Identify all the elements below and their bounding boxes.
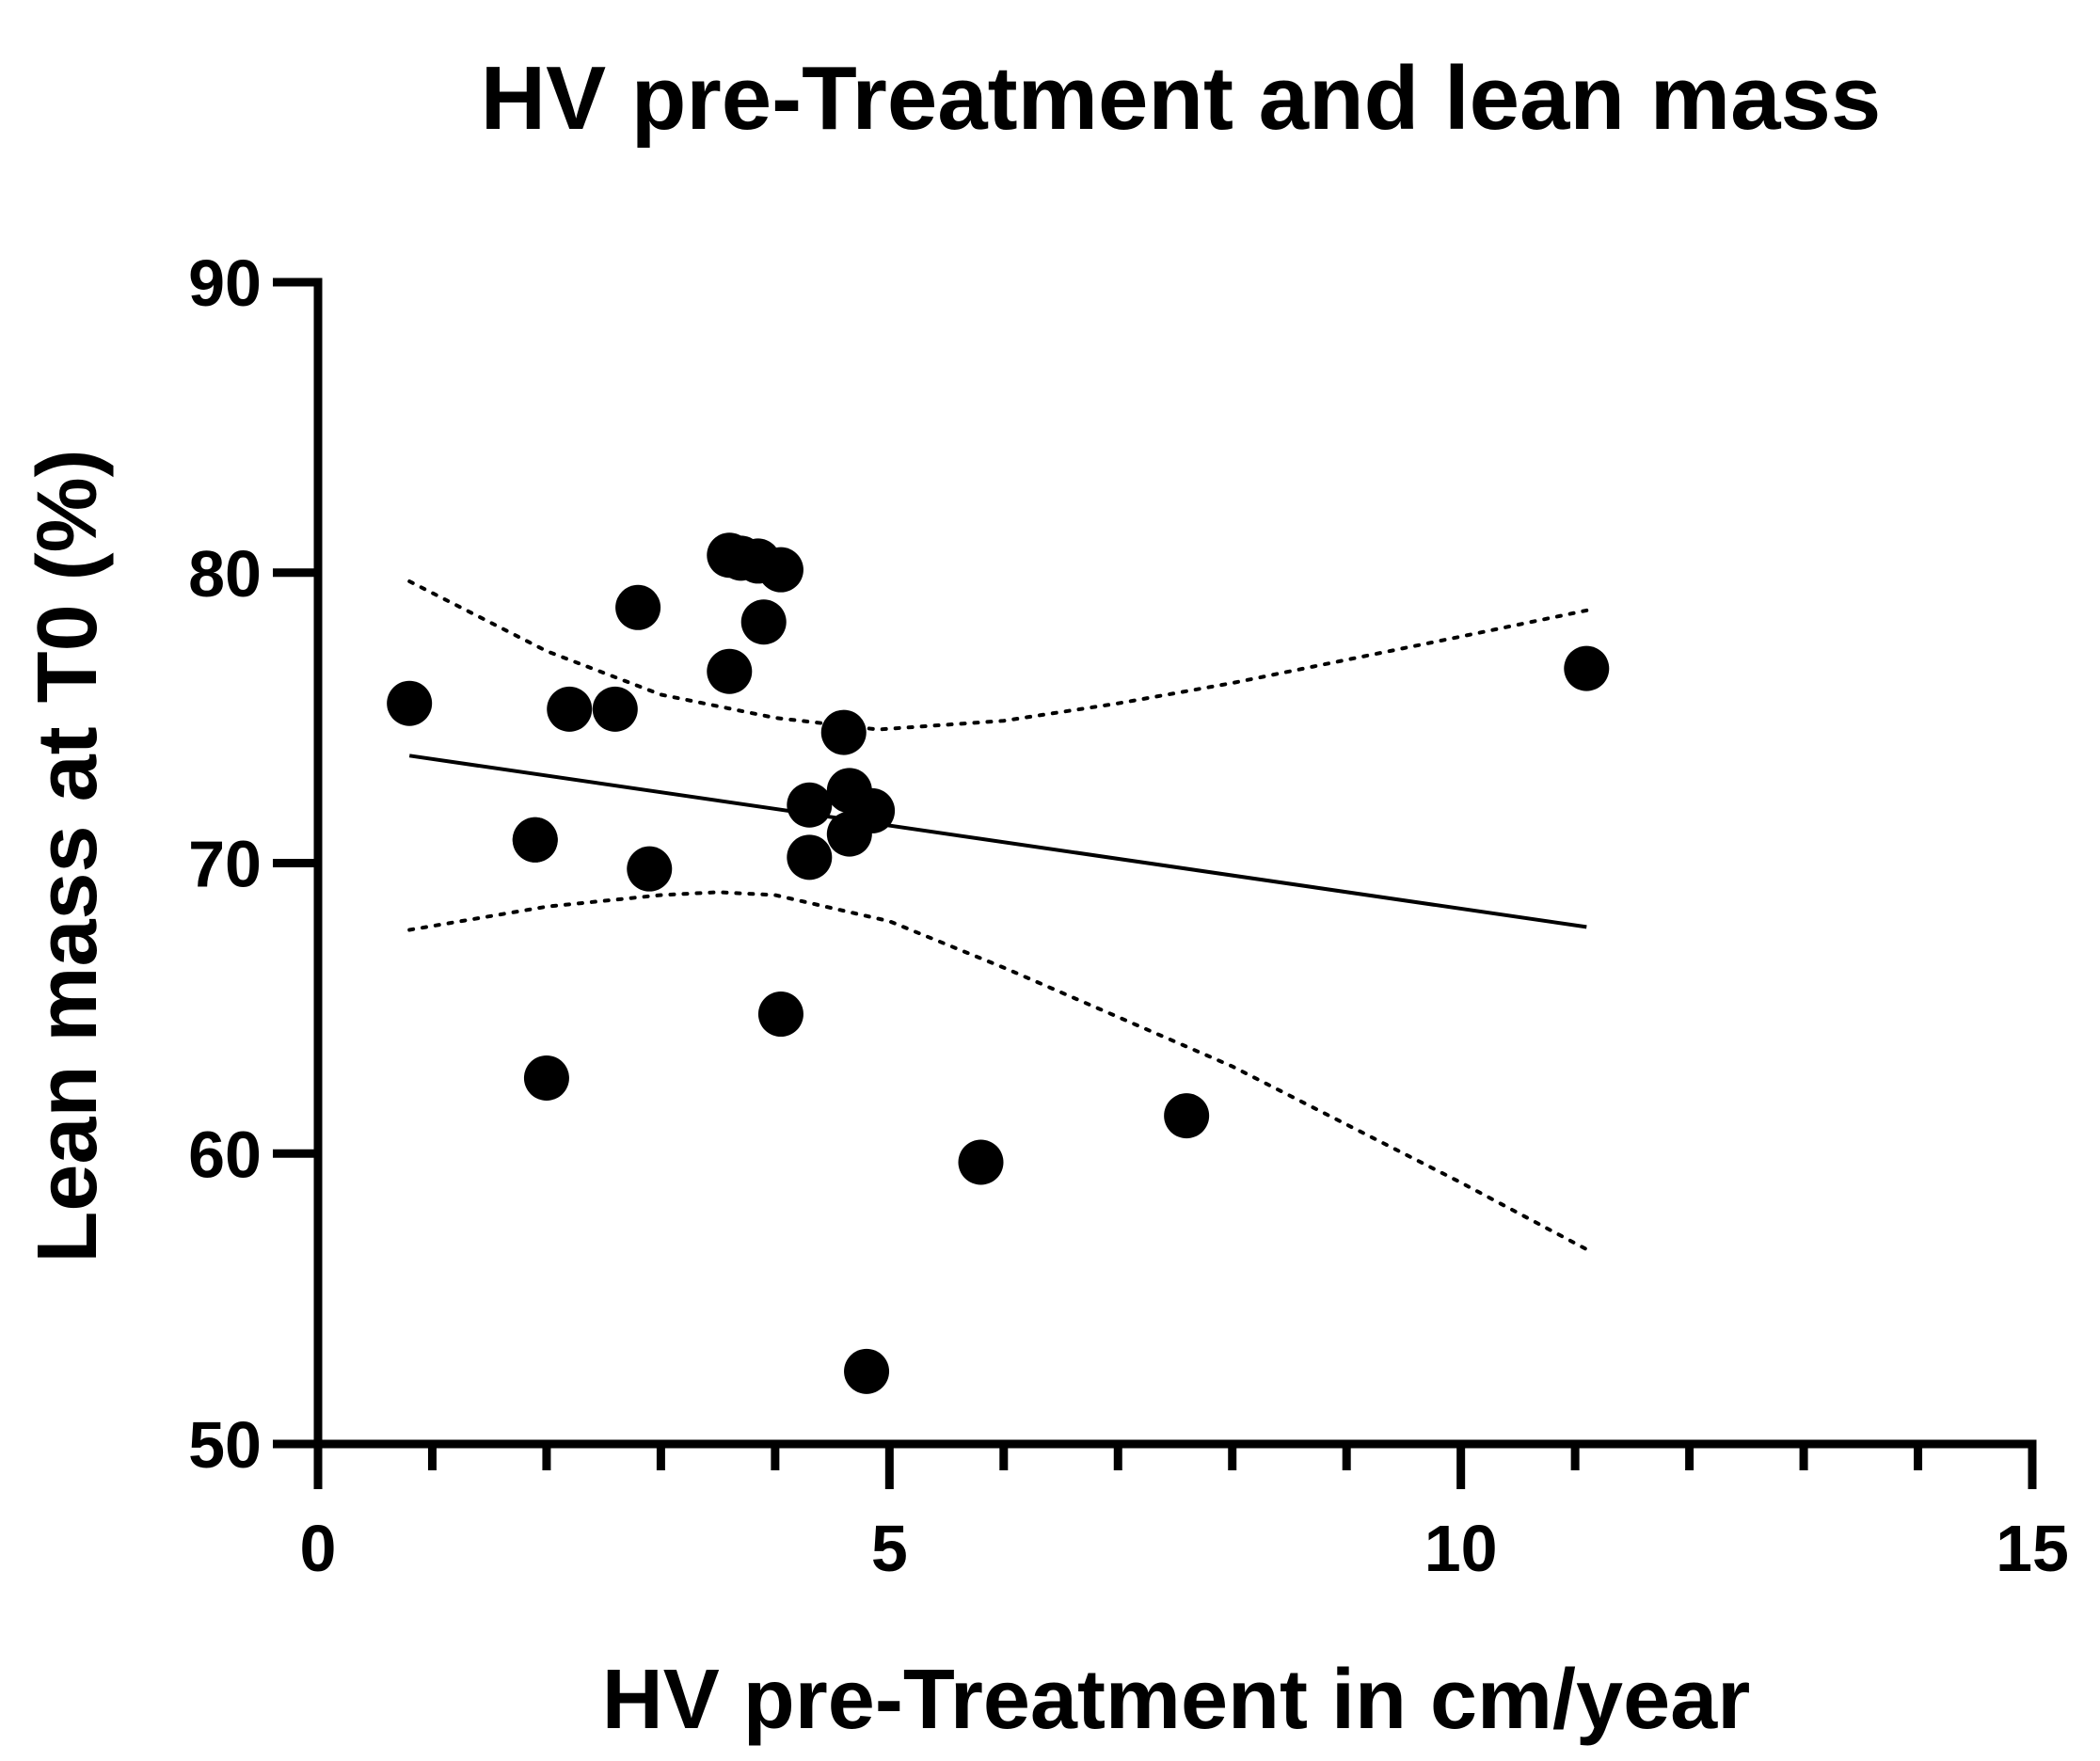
x-ticks: 0 5 10 15 — [300, 1444, 2069, 1585]
ci-band-line — [407, 890, 1589, 1252]
y-ticks: 50 60 70 80 90 — [188, 246, 318, 1482]
ci-band-line — [407, 579, 1589, 732]
data-point — [820, 709, 867, 755]
data-point — [707, 648, 753, 694]
data-point — [958, 1139, 1004, 1185]
series-points — [387, 532, 1610, 1394]
data-point — [512, 817, 558, 863]
x-tick-label: 10 — [1424, 1512, 1498, 1585]
data-point — [844, 1348, 890, 1394]
data-point — [1164, 1093, 1210, 1139]
series-lines — [407, 579, 1589, 1252]
x-tick-label: 15 — [1996, 1512, 2069, 1585]
data-point — [740, 599, 787, 645]
y-tick-label: 60 — [188, 1118, 262, 1191]
data-point — [627, 846, 673, 892]
axes: 50 60 70 80 90 0 5 10 15 — [188, 246, 2069, 1585]
chart-title: HV pre-Treatment and lean mass — [481, 48, 1882, 149]
data-point — [757, 547, 803, 593]
data-point — [615, 584, 661, 630]
data-point — [523, 1055, 569, 1101]
data-point — [1564, 645, 1610, 691]
regression-line — [408, 754, 1587, 929]
y-tick-label: 70 — [188, 828, 262, 901]
y-tick-label: 50 — [188, 1408, 262, 1482]
data-point — [757, 992, 803, 1038]
data-point — [547, 686, 593, 732]
y-tick-label: 80 — [188, 537, 262, 611]
data-point — [826, 811, 872, 857]
x-tick-label: 0 — [300, 1512, 337, 1585]
data-point — [787, 834, 833, 880]
x-tick-label: 5 — [871, 1512, 908, 1585]
x-axis-label: HV pre-Treatment in cm/year — [602, 1653, 1750, 1747]
y-axis-label: Lean mass at T0 (%) — [21, 449, 115, 1262]
y-tick-label: 90 — [188, 246, 262, 320]
data-point — [387, 680, 433, 726]
data-point — [787, 782, 833, 828]
data-point — [592, 686, 638, 732]
